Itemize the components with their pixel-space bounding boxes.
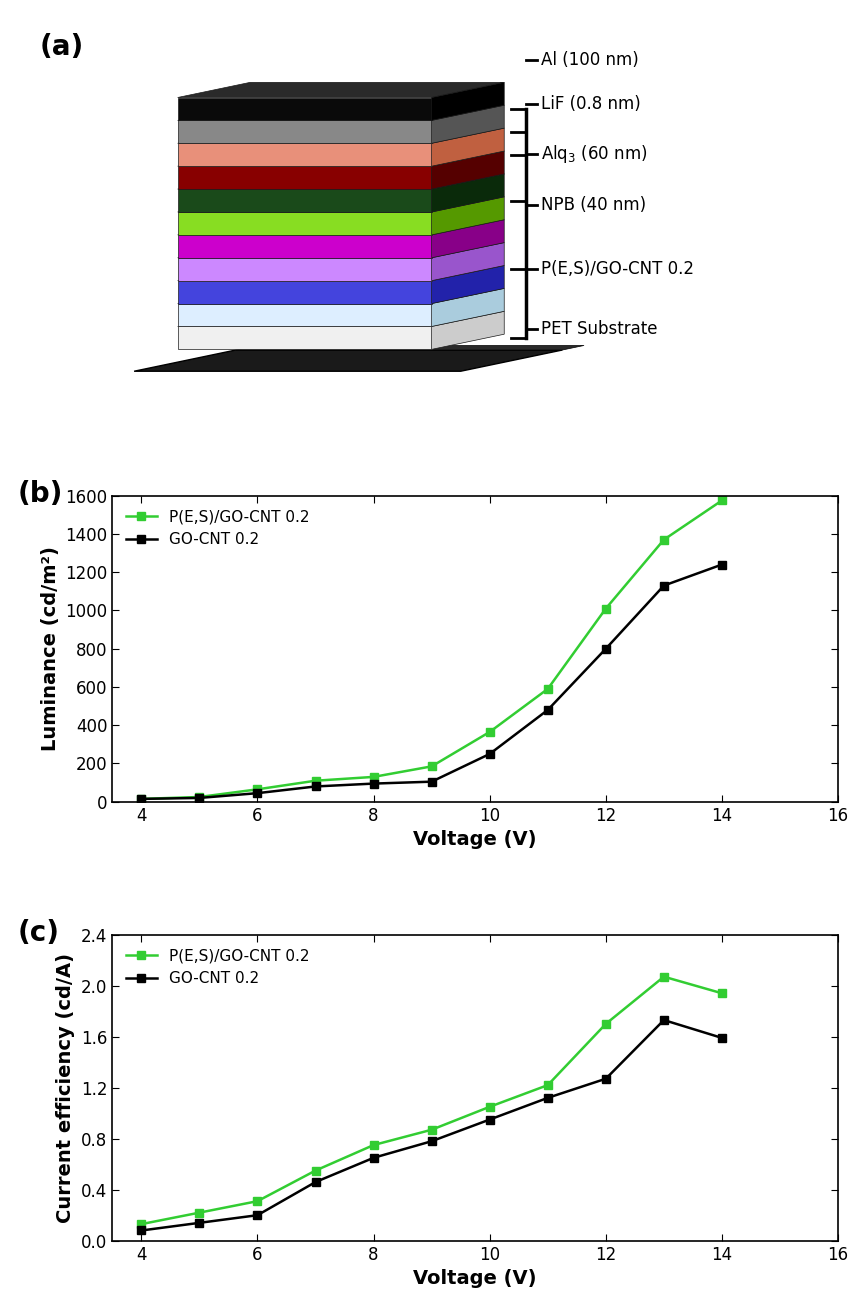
Line: GO-CNT 0.2: GO-CNT 0.2	[137, 1016, 726, 1234]
P(E,S)/GO-CNT 0.2	[485, 724, 495, 739]
Line: P(E,S)/GO-CNT 0.2: P(E,S)/GO-CNT 0.2	[137, 973, 726, 1228]
Legend: P(E,S)/GO-CNT 0.2, GO-CNT 0.2: P(E,S)/GO-CNT 0.2, GO-CNT 0.2	[120, 503, 315, 554]
Polygon shape	[178, 166, 432, 189]
Polygon shape	[178, 120, 432, 144]
Polygon shape	[178, 281, 432, 303]
Polygon shape	[134, 350, 562, 371]
P(E,S)/GO-CNT 0.2	[600, 601, 611, 616]
GO-CNT 0.2	[600, 1071, 611, 1087]
X-axis label: Voltage (V): Voltage (V)	[414, 1269, 537, 1288]
P(E,S)/GO-CNT 0.2	[485, 1098, 495, 1114]
Polygon shape	[432, 151, 505, 189]
Polygon shape	[178, 98, 432, 120]
Polygon shape	[178, 144, 432, 166]
GO-CNT 0.2	[194, 1215, 205, 1230]
Text: Al (100 nm): Al (100 nm)	[541, 51, 638, 69]
Polygon shape	[432, 197, 505, 235]
Polygon shape	[178, 219, 505, 235]
P(E,S)/GO-CNT 0.2	[368, 1138, 378, 1153]
GO-CNT 0.2	[194, 790, 205, 806]
GO-CNT 0.2	[600, 641, 611, 657]
Polygon shape	[432, 289, 505, 326]
Y-axis label: Luminance (cd/m²): Luminance (cd/m²)	[41, 546, 60, 751]
Text: (a): (a)	[40, 33, 84, 61]
GO-CNT 0.2	[658, 577, 669, 593]
P(E,S)/GO-CNT 0.2	[427, 759, 437, 774]
GO-CNT 0.2	[658, 1012, 669, 1028]
GO-CNT 0.2	[717, 556, 727, 572]
GO-CNT 0.2	[543, 1091, 553, 1106]
X-axis label: Voltage (V): Voltage (V)	[414, 831, 537, 849]
Polygon shape	[178, 174, 505, 189]
Polygon shape	[236, 346, 584, 350]
Text: PET Substrate: PET Substrate	[541, 320, 657, 338]
Line: P(E,S)/GO-CNT 0.2: P(E,S)/GO-CNT 0.2	[137, 496, 726, 803]
Text: NPB (40 nm): NPB (40 nm)	[541, 196, 645, 214]
Polygon shape	[432, 243, 505, 281]
Polygon shape	[178, 189, 432, 212]
P(E,S)/GO-CNT 0.2	[137, 1216, 147, 1232]
Text: (c): (c)	[18, 919, 60, 947]
Polygon shape	[178, 311, 505, 326]
Text: LiF (0.8 nm): LiF (0.8 nm)	[541, 94, 640, 112]
P(E,S)/GO-CNT 0.2	[137, 791, 147, 807]
GO-CNT 0.2	[368, 776, 378, 791]
GO-CNT 0.2	[137, 1222, 147, 1238]
P(E,S)/GO-CNT 0.2	[368, 769, 378, 785]
GO-CNT 0.2	[427, 1134, 437, 1149]
P(E,S)/GO-CNT 0.2	[252, 781, 263, 797]
Polygon shape	[432, 106, 505, 144]
GO-CNT 0.2	[717, 1030, 727, 1046]
P(E,S)/GO-CNT 0.2	[310, 1162, 321, 1178]
Text: Alq$_3$ (60 nm): Alq$_3$ (60 nm)	[541, 144, 647, 165]
GO-CNT 0.2	[252, 785, 263, 801]
Polygon shape	[432, 82, 505, 120]
Polygon shape	[178, 265, 505, 281]
Polygon shape	[432, 265, 505, 303]
P(E,S)/GO-CNT 0.2	[427, 1122, 437, 1138]
GO-CNT 0.2	[427, 774, 437, 790]
Polygon shape	[178, 128, 505, 144]
Polygon shape	[178, 151, 505, 166]
Polygon shape	[432, 219, 505, 257]
Polygon shape	[178, 212, 432, 235]
GO-CNT 0.2	[137, 791, 147, 807]
GO-CNT 0.2	[543, 703, 553, 718]
Polygon shape	[178, 257, 432, 281]
Text: (b): (b)	[18, 481, 63, 508]
P(E,S)/GO-CNT 0.2	[658, 532, 669, 547]
Polygon shape	[178, 82, 505, 98]
Polygon shape	[178, 289, 505, 303]
Line: GO-CNT 0.2: GO-CNT 0.2	[137, 560, 726, 803]
GO-CNT 0.2	[310, 1174, 321, 1190]
Polygon shape	[178, 243, 505, 257]
Text: P(E,S)/GO-CNT 0.2: P(E,S)/GO-CNT 0.2	[541, 260, 694, 278]
GO-CNT 0.2	[310, 778, 321, 794]
P(E,S)/GO-CNT 0.2	[600, 1016, 611, 1032]
Polygon shape	[432, 128, 505, 166]
P(E,S)/GO-CNT 0.2	[658, 969, 669, 985]
P(E,S)/GO-CNT 0.2	[717, 492, 727, 508]
GO-CNT 0.2	[252, 1207, 263, 1222]
Polygon shape	[178, 326, 432, 349]
Legend: P(E,S)/GO-CNT 0.2, GO-CNT 0.2: P(E,S)/GO-CNT 0.2, GO-CNT 0.2	[120, 942, 315, 993]
P(E,S)/GO-CNT 0.2	[194, 1205, 205, 1221]
Polygon shape	[178, 303, 432, 326]
GO-CNT 0.2	[485, 1111, 495, 1127]
Polygon shape	[178, 235, 432, 257]
Polygon shape	[432, 174, 505, 212]
P(E,S)/GO-CNT 0.2	[252, 1194, 263, 1209]
P(E,S)/GO-CNT 0.2	[543, 680, 553, 696]
GO-CNT 0.2	[485, 746, 495, 761]
Polygon shape	[178, 106, 505, 120]
P(E,S)/GO-CNT 0.2	[543, 1077, 553, 1093]
Polygon shape	[432, 311, 505, 349]
Polygon shape	[178, 197, 505, 212]
P(E,S)/GO-CNT 0.2	[194, 789, 205, 804]
P(E,S)/GO-CNT 0.2	[310, 773, 321, 789]
Y-axis label: Current efficiency (cd/A): Current efficiency (cd/A)	[56, 952, 75, 1222]
P(E,S)/GO-CNT 0.2	[717, 986, 727, 1002]
GO-CNT 0.2	[368, 1151, 378, 1166]
